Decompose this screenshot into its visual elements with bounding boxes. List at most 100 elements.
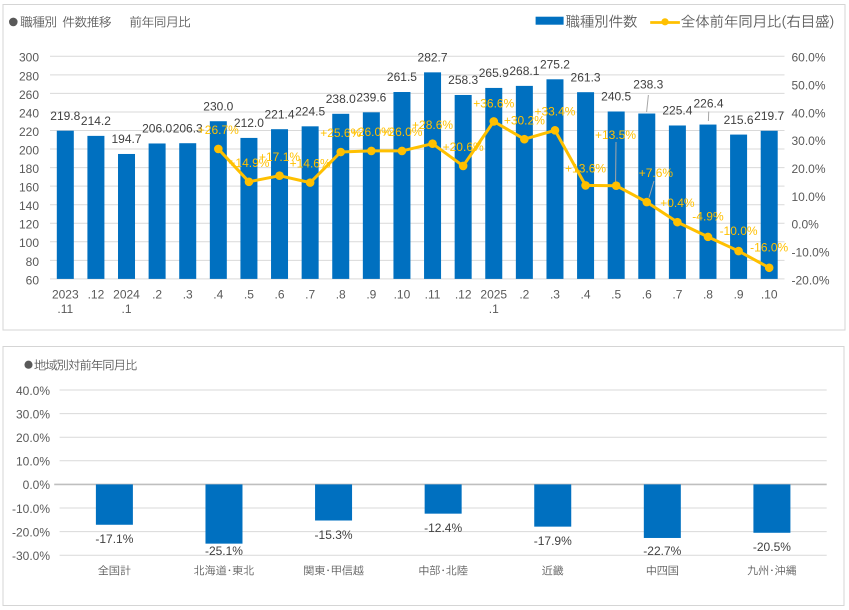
svg-text:.9: .9 (734, 288, 744, 302)
svg-text:2025: 2025 (480, 288, 507, 302)
svg-text:-20.5%: -20.5% (753, 540, 791, 554)
svg-text:226.4: 226.4 (693, 97, 723, 111)
svg-text:-10.0%: -10.0% (12, 502, 50, 516)
svg-text:194.7: 194.7 (111, 132, 141, 146)
svg-text:.2: .2 (519, 288, 529, 302)
svg-text:60.0%: 60.0% (792, 51, 826, 65)
svg-text:+13.6%: +13.6% (565, 161, 606, 175)
svg-text:275.2: 275.2 (540, 58, 570, 72)
svg-text:.3: .3 (550, 288, 560, 302)
svg-text:.8: .8 (703, 288, 713, 302)
svg-text:+25.6%: +25.6% (320, 126, 361, 140)
svg-text:225.4: 225.4 (662, 104, 692, 118)
svg-text:+28.6%: +28.6% (412, 118, 453, 132)
svg-text:-16.0%: -16.0% (750, 241, 788, 255)
svg-text:230.0: 230.0 (203, 99, 233, 113)
svg-text:240.5: 240.5 (601, 90, 631, 104)
svg-text:258.3: 258.3 (448, 73, 478, 87)
svg-text:60: 60 (26, 273, 40, 287)
svg-text:.7: .7 (305, 288, 315, 302)
svg-text:120: 120 (19, 218, 39, 232)
svg-text:-15.3%: -15.3% (315, 528, 353, 542)
svg-text:+26.0%: +26.0% (381, 125, 422, 139)
svg-text:30.0%: 30.0% (16, 407, 50, 421)
svg-text:.1: .1 (489, 302, 499, 316)
svg-text:.3: .3 (183, 288, 193, 302)
svg-text:140: 140 (19, 199, 39, 213)
svg-text:219.7: 219.7 (754, 109, 784, 123)
svg-text:.10: .10 (394, 288, 411, 302)
svg-text:0.0%: 0.0% (792, 218, 820, 232)
svg-text:.9: .9 (366, 288, 376, 302)
svg-text:-25.1%: -25.1% (205, 544, 243, 558)
svg-text:-17.9%: -17.9% (534, 534, 572, 548)
svg-text:206.0: 206.0 (142, 122, 172, 136)
svg-text:261.3: 261.3 (571, 70, 601, 84)
svg-text:+0.4%: +0.4% (660, 196, 695, 210)
svg-text:280: 280 (19, 69, 39, 83)
svg-text:282.7: 282.7 (418, 51, 448, 65)
svg-text:+14.6%: +14.6% (290, 157, 331, 171)
svg-text:+26.0%: +26.0% (351, 125, 392, 139)
svg-text:220: 220 (19, 125, 39, 139)
svg-text:-10.0%: -10.0% (720, 224, 758, 238)
svg-text:40.0%: 40.0% (16, 384, 50, 398)
svg-text:+17.1%: +17.1% (259, 150, 300, 164)
svg-text:100: 100 (19, 236, 39, 250)
svg-text:240: 240 (19, 106, 39, 120)
svg-text:+20.6%: +20.6% (443, 140, 484, 154)
svg-text:80: 80 (26, 255, 40, 269)
svg-text:+26.7%: +26.7% (198, 123, 239, 137)
svg-text:180: 180 (19, 162, 39, 176)
svg-text:219.8: 219.8 (50, 109, 80, 123)
svg-text:.1: .1 (122, 302, 132, 316)
svg-text:238.3: 238.3 (633, 78, 663, 92)
svg-text:40.0%: 40.0% (792, 106, 826, 120)
svg-text:.12: .12 (88, 288, 105, 302)
svg-text:30.0%: 30.0% (792, 134, 826, 148)
svg-text:0.0%: 0.0% (23, 478, 51, 492)
svg-text:215.6: 215.6 (724, 113, 754, 127)
svg-text:+30.2%: +30.2% (504, 113, 545, 127)
svg-text:2024: 2024 (113, 288, 140, 302)
svg-text:238.0: 238.0 (326, 92, 356, 106)
svg-text:10.0%: 10.0% (16, 455, 50, 469)
svg-text:300: 300 (19, 51, 39, 65)
svg-text:206.3: 206.3 (173, 121, 203, 135)
svg-text:-20.0%: -20.0% (792, 273, 830, 287)
svg-text:+36.6%: +36.6% (473, 97, 514, 111)
svg-text:.6: .6 (275, 288, 285, 302)
svg-text:-17.1%: -17.1% (95, 532, 133, 546)
svg-text:221.4: 221.4 (265, 107, 295, 121)
svg-text:.11: .11 (57, 302, 73, 316)
svg-text:212.0: 212.0 (234, 116, 264, 130)
svg-text:214.2: 214.2 (81, 114, 111, 128)
svg-text:-4.9%: -4.9% (692, 210, 724, 224)
svg-text:20.0%: 20.0% (792, 162, 826, 176)
svg-text:239.6: 239.6 (356, 91, 386, 105)
svg-text:-12.4%: -12.4% (424, 521, 462, 535)
svg-text:+13.5%: +13.5% (595, 128, 636, 142)
svg-text:-20.0%: -20.0% (12, 525, 50, 539)
svg-text:-10.0%: -10.0% (792, 245, 830, 259)
svg-text:260: 260 (19, 88, 39, 102)
svg-text:50.0%: 50.0% (792, 79, 826, 93)
svg-text:.2: .2 (152, 288, 162, 302)
svg-text:.4: .4 (581, 288, 591, 302)
svg-text:10.0%: 10.0% (792, 190, 826, 204)
svg-text:160: 160 (19, 181, 39, 195)
svg-text:.11: .11 (425, 288, 441, 302)
svg-text:200: 200 (19, 143, 39, 157)
svg-text:.5: .5 (244, 288, 254, 302)
svg-text:.5: .5 (611, 288, 621, 302)
svg-text:.6: .6 (642, 288, 652, 302)
svg-text:.4: .4 (213, 288, 223, 302)
svg-text:.10: .10 (761, 288, 778, 302)
svg-text:-22.7%: -22.7% (643, 544, 681, 558)
svg-text:265.9: 265.9 (479, 66, 509, 80)
svg-text:.12: .12 (455, 288, 472, 302)
svg-text:20.0%: 20.0% (16, 431, 50, 445)
svg-text:+14.9%: +14.9% (228, 156, 269, 170)
svg-text:+7.6%: +7.6% (639, 166, 674, 180)
svg-text:-30.0%: -30.0% (12, 549, 50, 563)
